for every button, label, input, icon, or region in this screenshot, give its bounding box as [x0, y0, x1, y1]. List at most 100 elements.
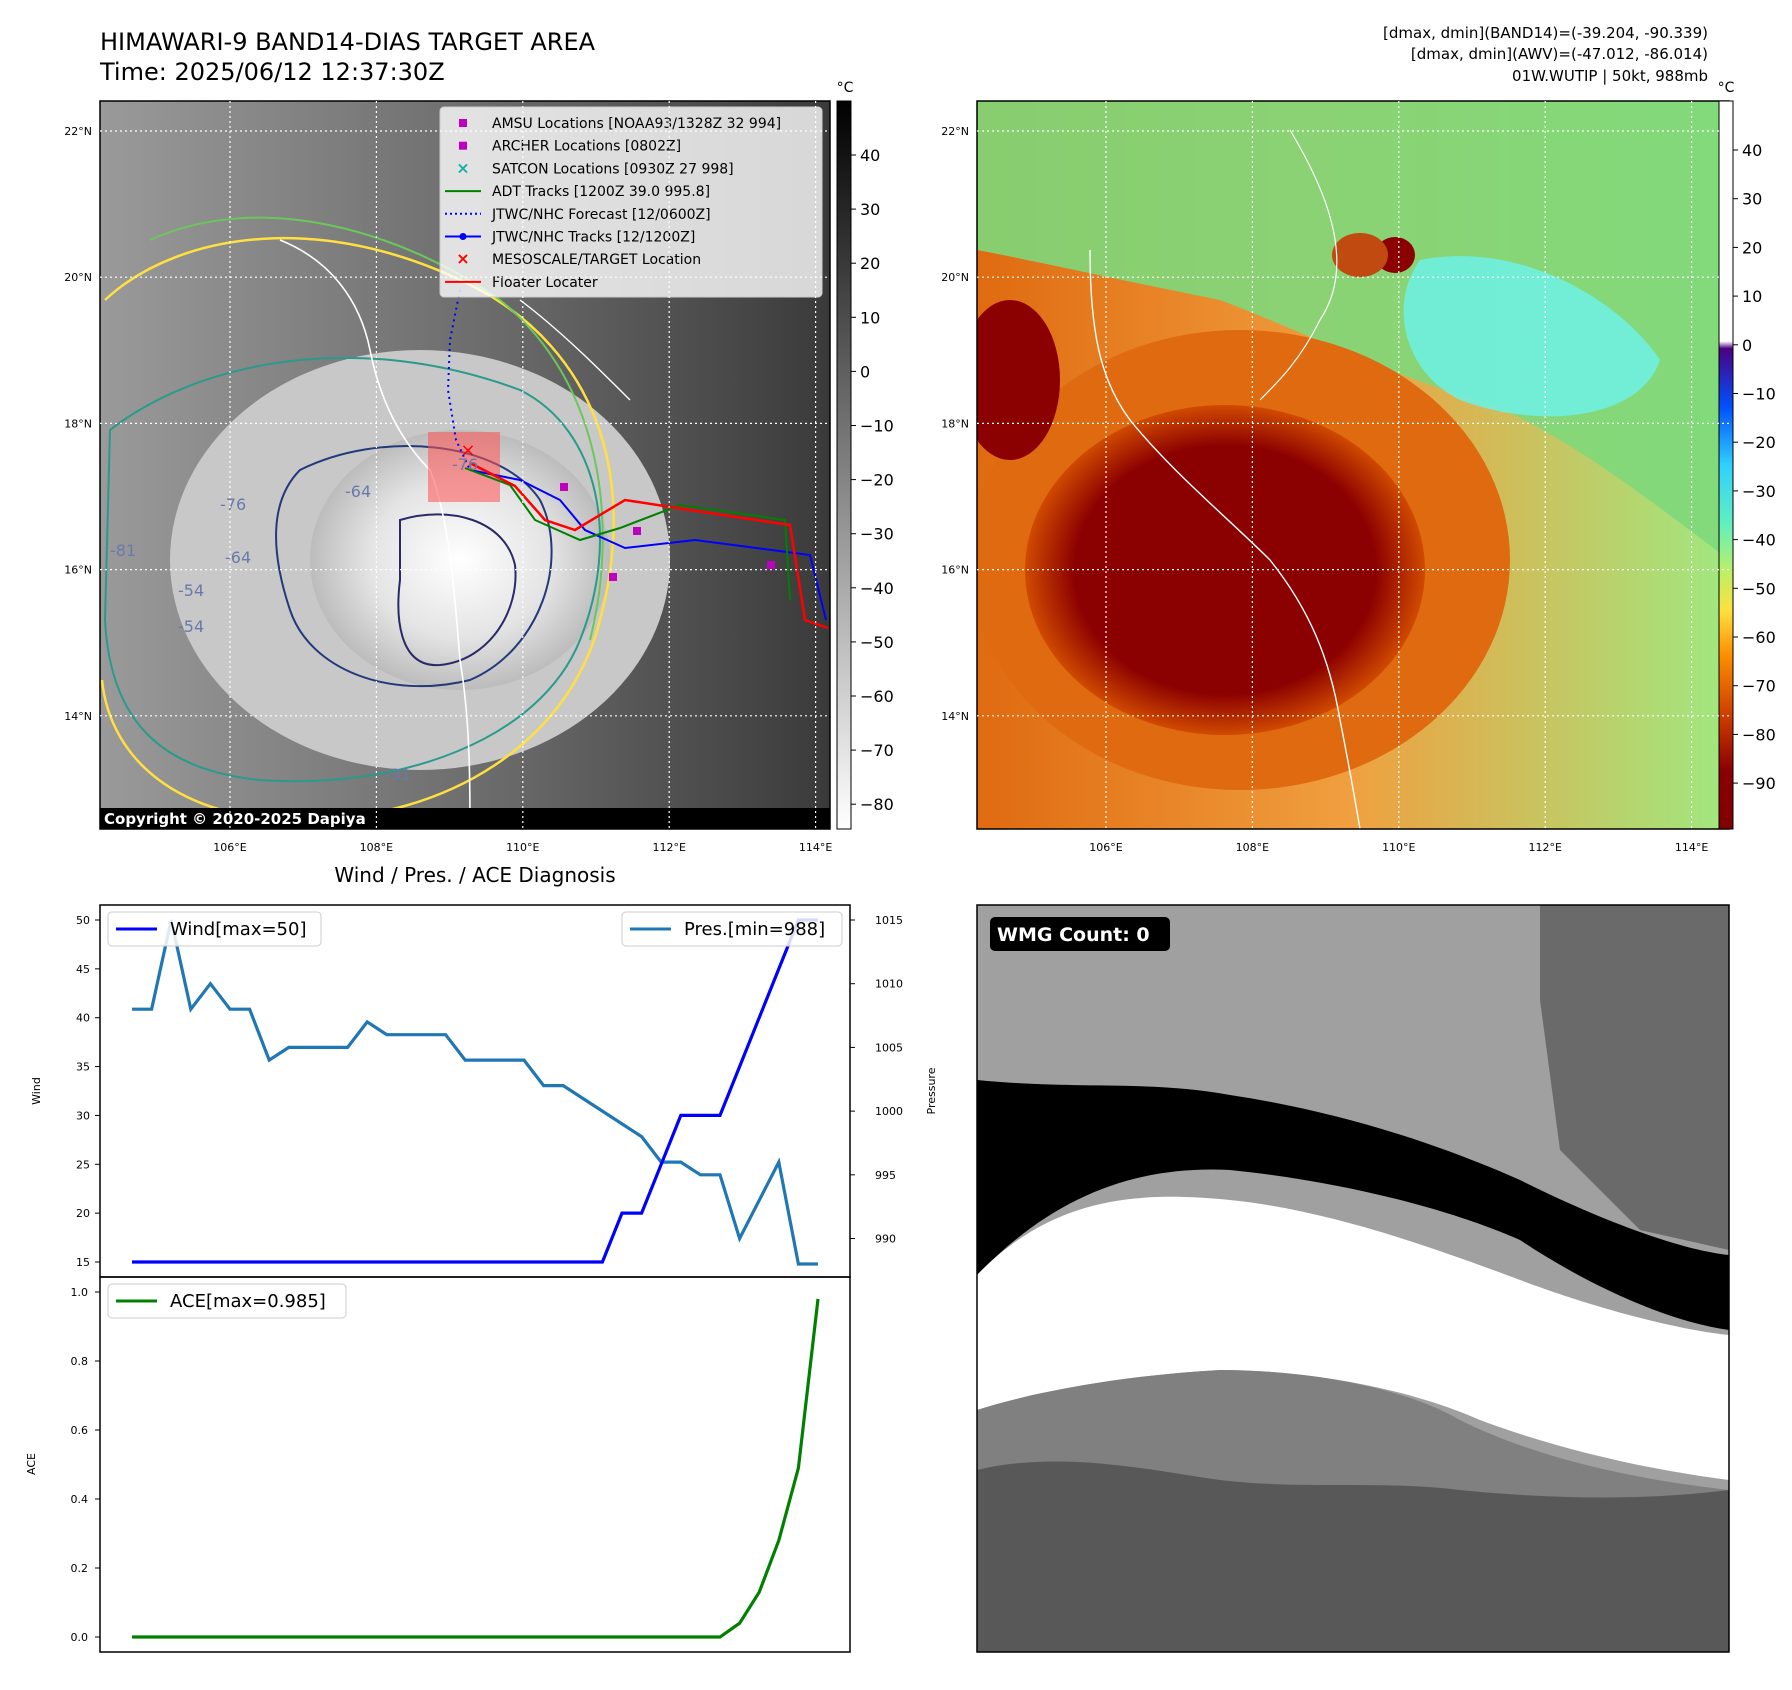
ace-series-line [132, 1298, 820, 1639]
legend-item-label: ARCHER Locations [0802Z] [492, 139, 681, 155]
ace-tick-label: 1.0 [71, 1286, 89, 1299]
colorbar-tick-label: −40 [1742, 531, 1776, 550]
archer-marker [633, 527, 641, 535]
lat-tick-label: 20°N [64, 271, 92, 284]
copyright-bar [100, 808, 830, 829]
ace-tick-label: 0.0 [71, 1631, 89, 1644]
ir-cloud-shield [310, 430, 610, 690]
ir-contour-labels: -76 -64 -64 -54 -54 -31 -81 -76 [110, 455, 478, 784]
legend-x-marker: × [456, 158, 469, 177]
ir-legend-box [439, 106, 823, 298]
wind-tick-label: 20 [76, 1207, 90, 1220]
lat-tick-label: 14°N [941, 710, 969, 723]
colorbar-tick-label: 20 [860, 254, 880, 273]
contour-label: -31 [385, 765, 411, 784]
legend-square-marker [459, 141, 467, 150]
legend-item-label: AMSU Locations [NOAA93/1328Z 32 994] [492, 116, 781, 132]
pressure-tick-label: 1000 [875, 1105, 903, 1118]
pressure-tick-label: 990 [875, 1233, 896, 1246]
wmg-gray-south [977, 1461, 1729, 1652]
wv-cyan-region [1403, 256, 1660, 417]
figure-title-line1: HIMAWARI-9 BAND14-DIAS TARGET AREA [100, 28, 596, 56]
lat-tick-label: 14°N [64, 710, 92, 723]
ir-contour-green [149, 216, 604, 641]
wind-legend: Wind[max=50] [107, 911, 322, 947]
lon-tick-label: 112°E [652, 841, 685, 854]
ir-gridlines: 106°E 108°E 110°E 112°E 114°E 22°N 20°N 18°N 16°… [64, 101, 832, 854]
legend-item-label: JTWC/NHC Forecast [12/0600Z] [491, 207, 711, 223]
wind-tick-label: 30 [76, 1109, 90, 1122]
jtwc-track-line [469, 469, 827, 621]
pres-legend-label: Pres.[min=988] [684, 919, 825, 940]
diag-panel: Wind / Pres. / ACE Diagnosis Wind Pressu… [25, 863, 938, 1653]
lon-tick-label: 114°E [799, 841, 832, 854]
colorbar-tick-label: −10 [860, 417, 894, 436]
ace-axes-frame [99, 1276, 851, 1653]
wmg-black-band [977, 1080, 1729, 1330]
floater-track-line [469, 461, 829, 630]
copyright-text: Copyright © 2020-2025 Dapiya [104, 810, 366, 828]
wmg-count-label: WMG Count: 0 [997, 924, 1150, 946]
colorbar-tick-label: −30 [860, 525, 894, 544]
diag-series [132, 918, 820, 1639]
ace-ylabel: ACE [25, 1453, 38, 1475]
wv-gridlines: 106°E 108°E 110°E 112°E 114°E 22°N 20°N 18°N 16°… [941, 101, 1729, 854]
lat-tick-label: 16°N [941, 564, 969, 577]
pressure-tick-label: 1005 [875, 1041, 903, 1054]
colorbar-tick-label: −60 [860, 687, 894, 706]
wmg-gray-east [1540, 905, 1729, 1250]
ace-legend-box [107, 1283, 347, 1319]
wv-colorbar-unit: °C [1718, 80, 1735, 96]
pressure-y-axis: 1015 1010 1005 1000 995 990 [850, 914, 903, 1246]
wv-green-region [977, 101, 1729, 560]
ir-map-panel: × -76 -64 -64 -54 -54 -31 -81 -76 Copyright © 2… [64, 80, 894, 854]
ir-colorbar [836, 100, 852, 830]
lat-tick-label: 20°N [941, 271, 969, 284]
wind-tick-label: 45 [76, 963, 90, 976]
wind-series-line [132, 918, 818, 1264]
pres-legend: Pres.[min=988] [621, 911, 843, 947]
lon-tick-label: 110°E [1382, 841, 1415, 854]
colorbar-tick-label: 30 [1742, 190, 1762, 209]
wind-axes-frame [99, 904, 851, 1278]
info-line1: [dmax, dmin](BAND14)=(-39.204, -90.339) [1383, 24, 1708, 42]
legend-item-label: ADT Tracks [1200Z 39.0 995.8] [492, 184, 710, 200]
amsu-marker-2 [767, 561, 775, 569]
ace-tick-label: 0.4 [71, 1493, 89, 1506]
ace-legend-label: ACE[max=0.985] [170, 1291, 326, 1312]
wind-tick-label: 35 [76, 1061, 90, 1074]
wmg-label-box [990, 917, 1170, 951]
ir-colorbar-ticks: 40 30 20 10 0 −10 −20 −30 −40 −50 −60 −70 −80 [851, 146, 894, 814]
legend-x-marker: × [456, 249, 469, 268]
wv-coastline [1089, 249, 1361, 829]
ir-legend: AMSU Locations [NOAA93/1328Z 32 994] ARCH… [439, 106, 823, 298]
lat-tick-label: 16°N [64, 564, 92, 577]
contour-label: -54 [178, 581, 204, 600]
amsu-marker [560, 483, 568, 491]
lat-tick-label: 18°N [941, 417, 969, 430]
colorbar-tick-label: −80 [860, 795, 894, 814]
archer-marker-2 [609, 573, 617, 581]
target-area-box [428, 432, 500, 502]
wv-cyclone-core [1025, 405, 1425, 735]
lon-tick-label: 106°E [1089, 841, 1122, 854]
contour-label: -81 [110, 541, 136, 560]
wv-map-panel: °C 403020100−10−20−30−40−50−60−70−80−90 … [941, 80, 1776, 854]
legend-square-marker [459, 119, 467, 127]
colorbar-tick-label: 20 [1742, 238, 1762, 257]
target-x-marker: × [460, 440, 475, 461]
contour-label: -76 [452, 455, 478, 474]
ir-frame [99, 100, 831, 830]
contour-label: -64 [225, 548, 251, 567]
wv-colorbar [1718, 100, 1734, 830]
colorbar-tick-label: −50 [1742, 579, 1776, 598]
lon-tick-label: 108°E [360, 841, 393, 854]
adt-track-line [464, 467, 791, 601]
colorbar-tick-label: 10 [1742, 287, 1762, 306]
ir-colorbar-unit: °C [837, 80, 854, 96]
wind-ylabel: Wind [30, 1077, 43, 1105]
contour-label: -54 [178, 617, 204, 636]
colorbar-tick-label: −70 [860, 741, 894, 760]
pressure-tick-label: 995 [875, 1169, 896, 1182]
wind-y-axis: 50 45 40 35 30 25 20 15 [76, 914, 100, 1269]
